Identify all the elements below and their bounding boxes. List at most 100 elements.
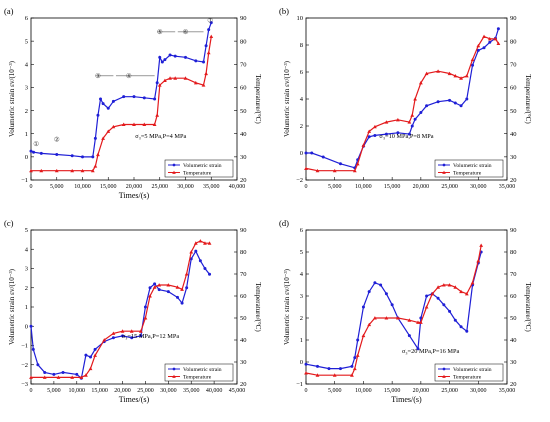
- volumetric-strain-point: [373, 133, 377, 137]
- volumetric-strain-point: [203, 267, 207, 270]
- volumetric-strain-point: [185, 286, 189, 290]
- panel-label: (d): [279, 218, 289, 228]
- x-tick-label: 20,000: [114, 388, 131, 394]
- y-right-axis-title: Temperature/(°C): [254, 74, 262, 124]
- y-left-tick-label: 5: [25, 38, 28, 45]
- y-left-tick-label: 4: [300, 96, 304, 103]
- x-tick-label: 20,000: [413, 388, 430, 394]
- x-tick-label: 30,000: [470, 184, 487, 190]
- volumetric-strain-point: [419, 316, 423, 320]
- temperature-point: [355, 353, 360, 357]
- x-tick-label: 20,000: [126, 184, 143, 190]
- volumetric-strain-point: [160, 60, 164, 64]
- volumetric-strain-point: [81, 155, 84, 159]
- legend-label: Volumetric strain: [183, 367, 222, 373]
- stage-label: ①: [33, 140, 39, 148]
- y-right-tick-label: 60: [240, 85, 247, 92]
- legend: Volumetric strain Temperature: [434, 159, 504, 178]
- y-right-tick-label: 40: [240, 337, 247, 344]
- temperature-point: [120, 329, 125, 333]
- y-right-tick-label: 60: [240, 293, 247, 300]
- y-left-tick-label: 4: [300, 271, 304, 278]
- volumetric-strain-point: [99, 97, 103, 101]
- volumetric-strain-point: [198, 259, 202, 263]
- volumetric-strain-point: [184, 55, 187, 59]
- volumetric-strain-point: [488, 40, 492, 44]
- temperature-point: [430, 291, 435, 296]
- y-left-tick-label: 3: [25, 266, 28, 273]
- x-axis-title: Times/(s): [119, 191, 150, 200]
- temperature-point: [304, 166, 308, 170]
- temperature-point: [413, 97, 418, 101]
- volumetric-strain-point: [361, 305, 365, 309]
- temperature-point: [132, 122, 136, 126]
- temperature-point: [175, 285, 180, 289]
- temperature-point: [407, 120, 412, 124]
- temperature-point: [29, 168, 33, 173]
- y-left-tick-label: −3: [21, 381, 28, 388]
- legend-label: Temperature: [453, 375, 482, 381]
- temperature-point: [204, 71, 208, 76]
- temperature-point: [367, 322, 372, 327]
- legend-box: [164, 159, 234, 178]
- temperature-point: [447, 71, 452, 76]
- y-right-tick-label: 80: [240, 38, 247, 45]
- temperature-point: [436, 69, 440, 73]
- volumetric-strain-point: [448, 98, 452, 102]
- y-right-tick-label: 50: [510, 315, 517, 322]
- volumetric-strain-point: [413, 117, 417, 121]
- volumetric-strain-point: [122, 95, 126, 99]
- temperature-point: [476, 43, 481, 48]
- temperature-point: [121, 122, 126, 126]
- legend: Volumetric strain Temperature: [164, 363, 234, 382]
- y-left-tick-label: 1: [300, 337, 303, 344]
- volumetric-strain-point: [425, 294, 429, 298]
- volumetric-strain-point: [132, 95, 136, 99]
- y-left-tick-label: 8: [300, 42, 303, 49]
- x-tick-label: 25,000: [152, 184, 169, 190]
- x-tick-label: 35,000: [183, 388, 200, 394]
- legend-marker: [172, 374, 176, 378]
- y-right-tick-label: 60: [510, 293, 517, 300]
- temperature-point: [373, 316, 377, 320]
- y-right-tick-label: 70: [510, 61, 517, 68]
- temperature-point: [470, 57, 475, 62]
- temperature-point: [384, 316, 389, 320]
- volumetric-strain-point: [482, 46, 486, 50]
- volumetric-strain-point: [166, 290, 170, 294]
- volumetric-strain-point: [204, 44, 208, 48]
- temperature-point: [416, 320, 420, 324]
- temperature-point: [332, 373, 337, 377]
- volumetric-strain-point: [442, 303, 446, 307]
- temperature-point: [88, 366, 93, 371]
- volumetric-strain-point: [338, 162, 342, 166]
- volumetric-strain-point: [142, 96, 146, 100]
- temperature-point: [361, 143, 366, 147]
- legend-label: Volumetric strain: [183, 163, 222, 169]
- volumetric-strain-point: [32, 150, 36, 154]
- volumetric-strain-point: [130, 336, 134, 340]
- temperature-point: [464, 73, 469, 78]
- temperature-point: [206, 50, 211, 55]
- x-tick-label: 5,000: [50, 184, 64, 190]
- volumetric-strain-point: [157, 288, 161, 292]
- y-right-tick-label: 90: [240, 227, 247, 234]
- volumetric-strain-point: [29, 149, 33, 153]
- x-tick-label: 0: [305, 388, 308, 394]
- x-tick-label: 30,000: [177, 184, 194, 190]
- volumetric-strain-point: [448, 309, 452, 313]
- volumetric-strain-point: [407, 334, 411, 338]
- y-right-axis-title: Temperature/(°C): [524, 74, 532, 124]
- x-tick-label: 30,000: [470, 388, 487, 394]
- temperature-point: [152, 122, 157, 126]
- condition-annotation: σ₃=20 MPa,P=16 MPa: [402, 348, 460, 355]
- temperature-point: [447, 283, 452, 287]
- volumetric-strain-point: [353, 356, 357, 360]
- volumetric-strain-point: [111, 336, 115, 340]
- volumetric-strain-point: [111, 99, 115, 103]
- temperature-point: [193, 80, 198, 85]
- legend-box: [434, 363, 504, 382]
- volumetric-strain-point: [89, 355, 93, 359]
- temperature-point: [111, 331, 116, 335]
- x-tick-label: 45,000: [229, 388, 246, 394]
